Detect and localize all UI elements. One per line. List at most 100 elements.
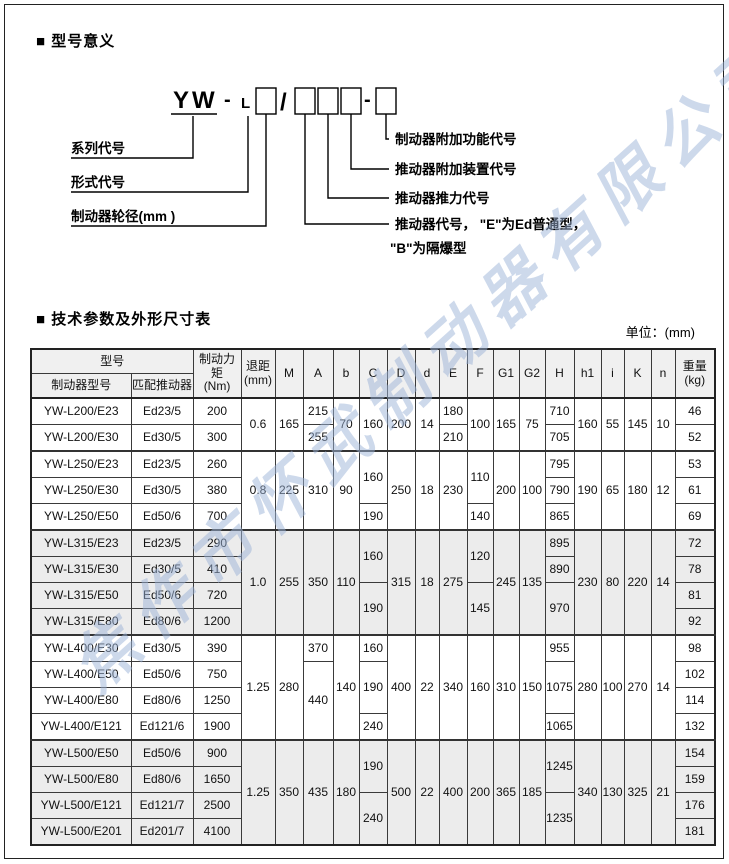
table-cell: 1200 [192,608,242,636]
table-cell: 18 [414,450,440,531]
table-cell: 200 [466,739,494,846]
table-cell: Ed121/7 [130,792,194,819]
table-cell: 80 [600,529,625,636]
table-cell: 390 [192,634,242,662]
table-cell: 325 [623,739,652,846]
header-retract: 退距 (mm) [240,348,276,399]
table-cell: 890 [544,556,575,583]
header-dim-G1: G1 [492,348,520,399]
table-cell: 750 [192,661,242,688]
header-brake-model: 制动器型号 [30,373,132,399]
table-cell: 230 [573,529,602,636]
table-cell: 1245 [544,739,575,793]
table-cell: 955 [544,634,575,662]
table-cell: 52 [674,424,716,452]
table-cell: 190 [358,582,388,636]
table-cell: 435 [302,739,334,846]
table-cell: 132 [674,713,716,741]
section-title-tech-params: ■ 技术参数及外形尺寸表 [36,311,212,328]
table-cell: 70 [332,397,360,452]
table-cell: 22 [414,634,440,741]
table-cell: Ed80/6 [130,766,194,793]
table-cell: 92 [674,608,716,636]
header-dim-b: b [332,348,360,399]
table-cell: 270 [623,634,652,741]
table-cell: 790 [544,477,575,504]
slash-text: / [280,89,287,116]
table-cell: Ed50/6 [130,582,194,609]
dash1-text: - [224,89,231,111]
table-cell: 165 [274,397,304,452]
header-dim-F: F [466,348,494,399]
table-cell: 1065 [544,713,575,741]
header-matched-thruster: 匹配推动器 [130,373,194,399]
table-cell: YW-L250/E23 [30,450,132,478]
thruster-code-box [294,87,316,115]
table-row: YW-L315/E50 Ed50/6 720 190 145 970 81 [30,582,716,636]
table-cell: 895 [544,529,575,557]
table-cell: 190 [358,503,388,531]
table-cell: 154 [674,739,716,767]
header-dim-h1: h1 [573,348,602,399]
table-cell: 21 [650,739,676,846]
unit-note: 单位：(mm) [625,325,695,340]
table-cell: YW-L250/E30 [30,477,132,504]
label-wheel-dia: 制动器轮径(mm ) [71,208,175,224]
table-cell: 1.25 [240,634,276,741]
table-cell: 900 [192,739,242,767]
table-cell: 200 [386,397,416,452]
label-thruster-extra-device: 推动器附加装置代号 [395,161,517,177]
table-cell: 260 [192,450,242,478]
table-cell: 130 [600,739,625,846]
table-row: YW-L200/E23 Ed23/5 200 0.6 165 215 70 160 200 14 1… [30,397,716,452]
table-cell: 75 [518,397,546,452]
table-cell: YW-L500/E80 [30,766,132,793]
table-cell: 190 [358,739,388,793]
table-cell: 350 [274,739,304,846]
table-row: YW-L315/E30 Ed30/5 410 890 78 [30,556,716,583]
table-row: YW-L500/E121 Ed121/7 2500 240 1235 176 [30,792,716,846]
header-dim-i: i [600,348,625,399]
table-cell: Ed201/7 [130,818,194,846]
table-cell: 12 [650,450,676,531]
table-cell: 180 [332,739,360,846]
table-cell: 2500 [192,792,242,819]
table-row: YW-L500/E50 Ed50/6 900 1.25 350 435 180 190 500 2… [30,739,716,846]
table-cell: 1650 [192,766,242,793]
table-cell: Ed23/5 [130,529,194,557]
table-cell: 165 [492,397,520,452]
table-cell: 18 [414,529,440,636]
table-cell: 220 [623,529,652,636]
table-cell: Ed30/5 [130,477,194,504]
table-cell: 100 [518,450,546,531]
header-torque: 制动力矩 (Nm) [192,348,242,399]
brake-func-box [375,87,397,115]
table-cell: 135 [518,529,546,636]
table-cell: 225 [274,450,304,531]
table-row: YW-L400/E80 Ed80/6 1250 114 [30,687,716,714]
table-cell: 230 [438,450,468,531]
table-cell: Ed80/6 [130,608,194,636]
table-cell: 145 [623,397,652,452]
table-cell: 110 [332,529,360,636]
series-code-text: YW [173,87,218,114]
table-cell: Ed50/6 [130,503,194,531]
table-cell: 865 [544,503,575,531]
table-cell: 300 [192,424,242,452]
table-cell: 14 [650,634,676,741]
table-cell: 53 [674,450,716,478]
table-cell: 150 [518,634,546,741]
table-cell: 160 [358,397,388,452]
table-cell: 14 [650,529,676,636]
dash2-text: - [364,89,371,111]
table-cell: 700 [192,503,242,531]
table-cell: YW-L500/E121 [30,792,132,819]
table-cell: 140 [466,503,494,531]
table-row: YW-L500/E201 Ed201/7 4100 181 [30,818,716,846]
table-cell: 98 [674,634,716,662]
table-cell: YW-L315/E23 [30,529,132,557]
header-dim-d: d [414,348,440,399]
table-cell: 720 [192,582,242,609]
table-row: YW-L315/E23 Ed23/5 290 1.0 255 350 110 160 315 18… [30,529,716,636]
